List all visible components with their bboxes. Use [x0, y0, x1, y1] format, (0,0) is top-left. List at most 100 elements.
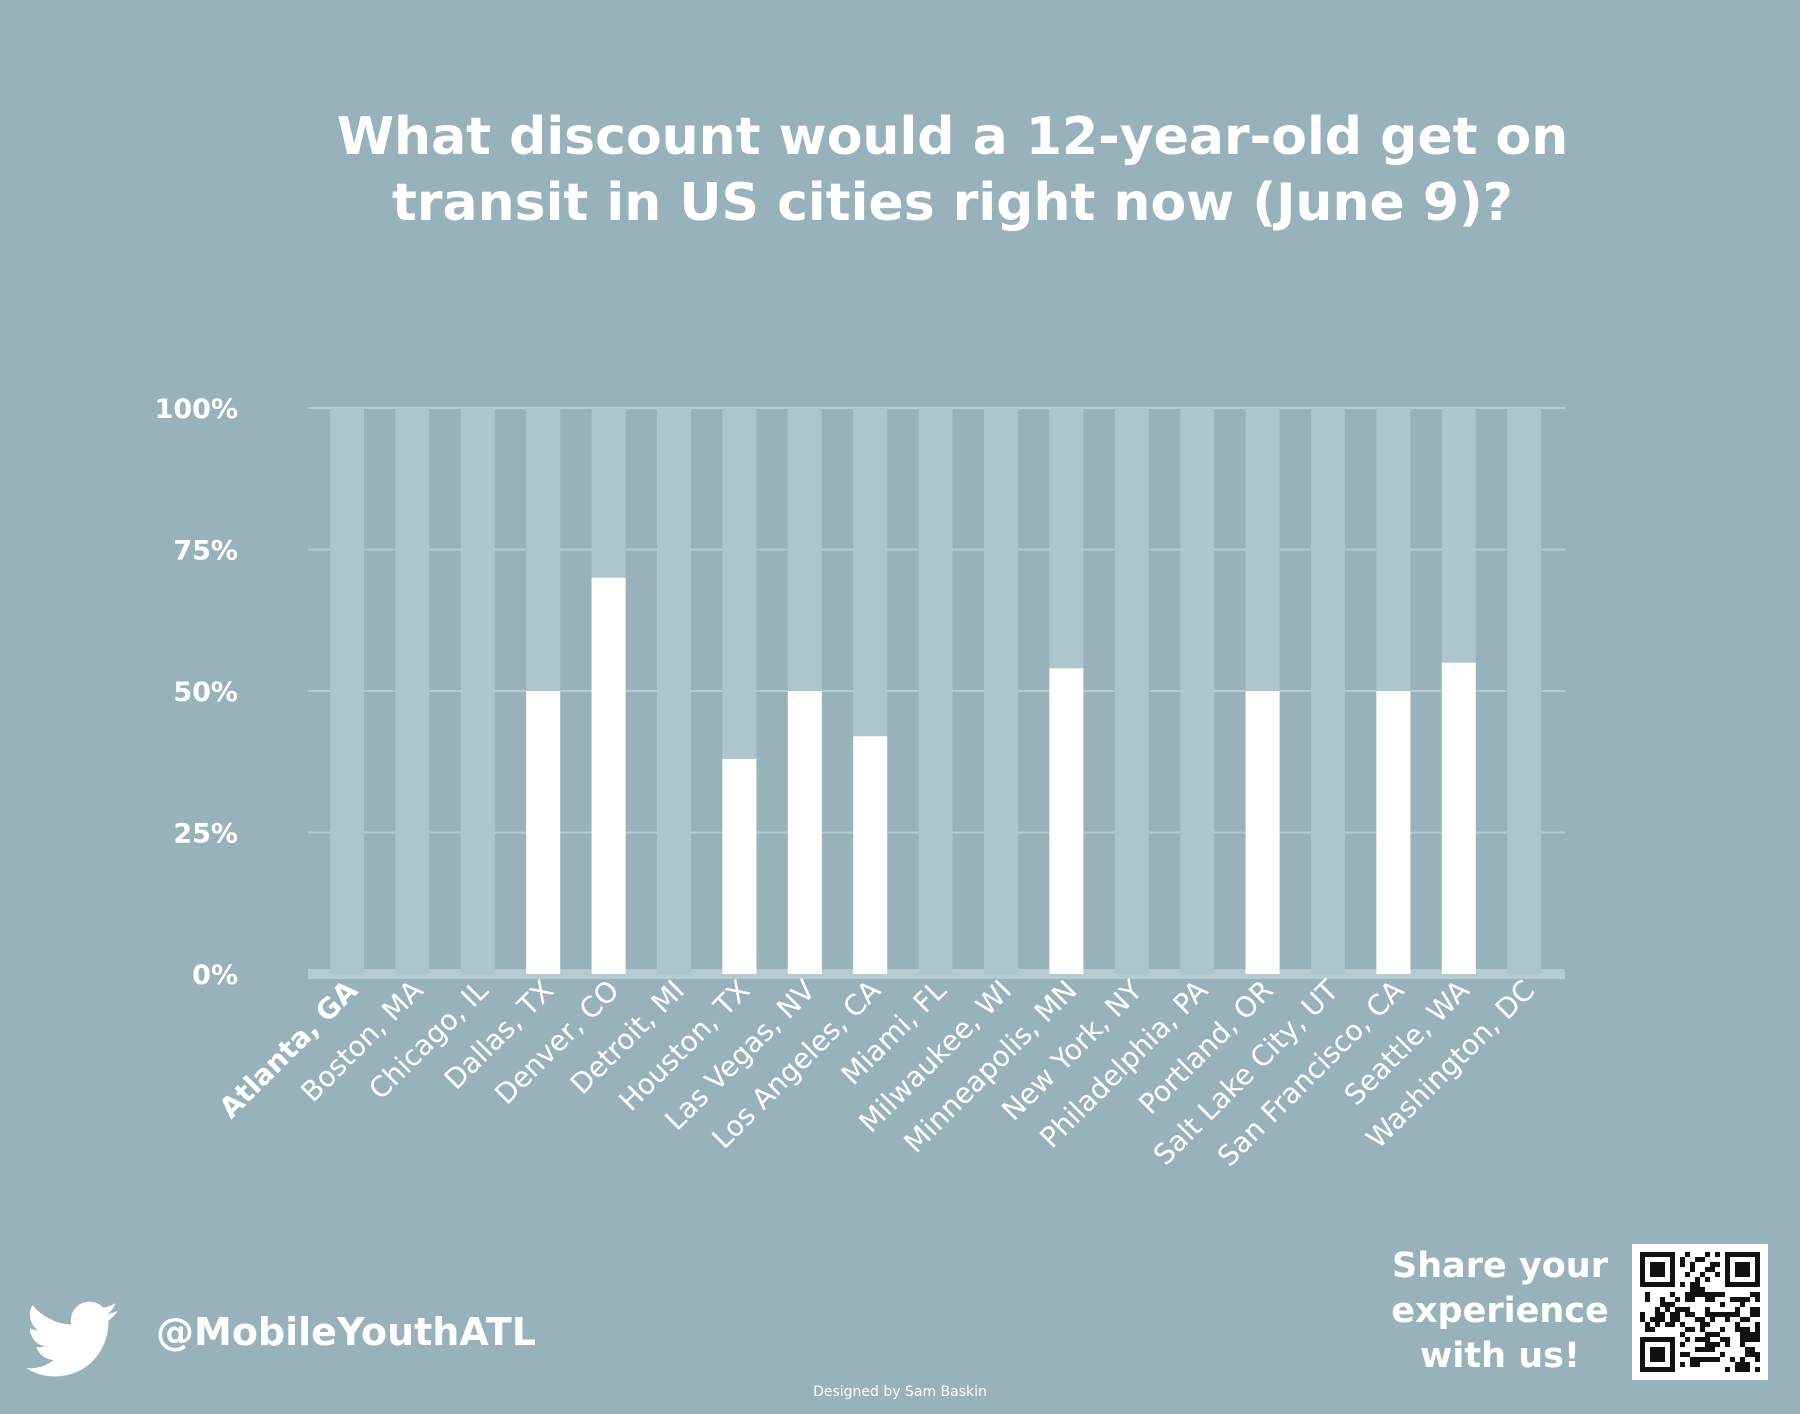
qr-module — [1750, 1347, 1755, 1352]
qr-module — [1735, 1297, 1740, 1302]
qr-module — [1700, 1287, 1705, 1292]
qr-module — [1700, 1347, 1705, 1352]
qr-module — [1745, 1347, 1750, 1352]
qr-module — [1740, 1297, 1745, 1302]
qr-module — [1700, 1337, 1705, 1342]
qr-module — [1735, 1362, 1740, 1367]
qr-module — [1640, 1312, 1645, 1317]
qr-module — [1665, 1302, 1670, 1307]
bar-track — [460, 408, 495, 974]
qr-module — [1745, 1352, 1750, 1357]
qr-module — [1755, 1297, 1760, 1302]
twitter-handle[interactable]: @MobileYouthATL — [156, 1310, 536, 1354]
qr-module — [1685, 1272, 1690, 1277]
qr-module — [1755, 1352, 1760, 1357]
qr-module — [1680, 1332, 1685, 1337]
qr-module — [1675, 1317, 1680, 1322]
bars — [526, 577, 1476, 974]
qr-module — [1750, 1307, 1755, 1312]
qr-module — [1690, 1362, 1695, 1367]
qr-finder-core — [1650, 1262, 1665, 1277]
qr-module — [1705, 1342, 1710, 1347]
qr-module — [1660, 1302, 1665, 1307]
qr-module — [1655, 1312, 1660, 1317]
bar — [591, 577, 626, 974]
qr-code-icon[interactable] — [1632, 1244, 1768, 1380]
qr-module — [1755, 1292, 1760, 1297]
qr-module — [1700, 1292, 1705, 1297]
qr-module — [1745, 1337, 1750, 1342]
qr-module — [1740, 1302, 1745, 1307]
qr-module — [1690, 1312, 1695, 1317]
qr-module — [1725, 1342, 1730, 1347]
qr-module — [1730, 1297, 1735, 1302]
qr-module — [1645, 1297, 1650, 1302]
qr-module — [1715, 1332, 1720, 1337]
qr-module — [1735, 1312, 1740, 1317]
qr-module — [1725, 1337, 1730, 1342]
qr-module — [1715, 1312, 1720, 1317]
qr-module — [1755, 1322, 1760, 1327]
qr-module — [1680, 1322, 1685, 1327]
qr-module — [1685, 1327, 1690, 1332]
qr-module — [1750, 1292, 1755, 1297]
qr-module — [1720, 1312, 1725, 1317]
qr-module — [1665, 1322, 1670, 1327]
qr-module — [1695, 1337, 1700, 1342]
qr-module — [1720, 1327, 1725, 1332]
qr-module — [1755, 1307, 1760, 1312]
qr-module — [1690, 1357, 1695, 1362]
y-tick-label: 100% — [155, 394, 238, 425]
bar — [722, 758, 757, 974]
qr-module — [1715, 1272, 1720, 1277]
qr-module — [1715, 1262, 1720, 1267]
qr-finder-core — [1735, 1262, 1750, 1277]
qr-module — [1745, 1332, 1750, 1337]
qr-module — [1750, 1352, 1755, 1357]
qr-module — [1700, 1317, 1705, 1322]
qr-module — [1665, 1307, 1670, 1312]
qr-module — [1690, 1262, 1695, 1267]
qr-module — [1705, 1322, 1710, 1327]
qr-module — [1740, 1342, 1745, 1347]
bar-track — [657, 408, 691, 974]
qr-module — [1710, 1292, 1715, 1297]
qr-module — [1695, 1347, 1700, 1352]
qr-module — [1755, 1337, 1760, 1342]
qr-module — [1670, 1322, 1675, 1327]
qr-module — [1710, 1267, 1715, 1272]
qr-module — [1680, 1282, 1685, 1287]
qr-module — [1685, 1307, 1690, 1312]
qr-module — [1645, 1322, 1650, 1327]
qr-module — [1655, 1307, 1660, 1312]
qr-module — [1695, 1277, 1700, 1282]
qr-module — [1650, 1327, 1655, 1332]
qr-module — [1705, 1252, 1710, 1257]
chart-title: What discount would a 12-year-old get on… — [336, 107, 1569, 233]
bar — [1376, 691, 1411, 974]
qr-module — [1720, 1337, 1725, 1342]
qr-module — [1730, 1357, 1735, 1362]
qr-module — [1700, 1357, 1705, 1362]
y-axis: 0% 25% 50% 75% 100% — [155, 394, 238, 991]
qr-module — [1695, 1317, 1700, 1322]
qr-module — [1730, 1312, 1735, 1317]
bar-track — [395, 408, 430, 974]
qr-module — [1740, 1337, 1745, 1342]
qr-module — [1715, 1252, 1720, 1257]
y-tick-label: 50% — [173, 677, 238, 708]
bar-track — [1507, 408, 1542, 974]
qr-module — [1715, 1357, 1720, 1362]
bar-track — [1180, 408, 1215, 974]
qr-module — [1720, 1292, 1725, 1297]
y-tick-label: 0% — [192, 960, 238, 991]
qr-module — [1680, 1257, 1685, 1262]
qr-module — [1715, 1292, 1720, 1297]
qr-module — [1745, 1297, 1750, 1302]
qr-module — [1655, 1317, 1660, 1322]
qr-module — [1705, 1307, 1710, 1312]
qr-module — [1685, 1252, 1690, 1257]
twitter-bird-icon[interactable] — [26, 1300, 118, 1380]
